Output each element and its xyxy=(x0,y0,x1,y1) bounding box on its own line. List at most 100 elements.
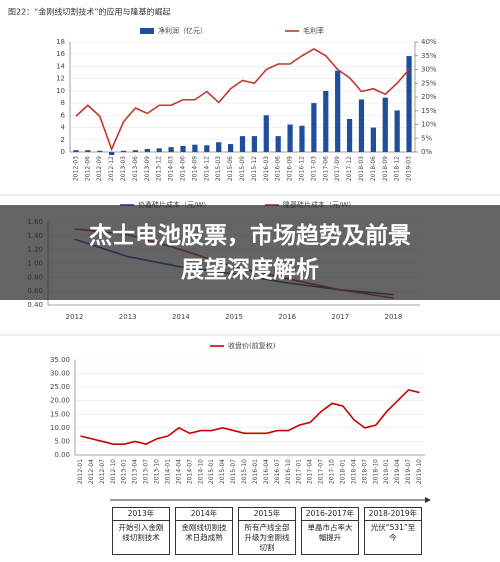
bar xyxy=(216,142,222,152)
bar xyxy=(132,150,139,152)
bar xyxy=(144,148,150,152)
x-tick-label: 2019-10 xyxy=(416,459,423,484)
x-tick-label: 2018-09 xyxy=(382,156,389,181)
timeline-year: 2015年 xyxy=(239,508,295,521)
bar xyxy=(97,150,103,152)
x-tick-label: 2019-07 xyxy=(405,459,412,484)
y2-tick-label: 0% xyxy=(421,148,432,156)
x-tick-label: 2017-01 xyxy=(296,459,303,484)
bar xyxy=(204,145,210,152)
y-tick-label: 0.40 xyxy=(27,301,43,309)
x-tick-label: 2016-01 xyxy=(252,459,259,484)
y-tick-label: 35.00 xyxy=(50,356,70,364)
x-tick-label: 2015-09 xyxy=(239,156,246,181)
line xyxy=(75,47,410,152)
x-tick-label: 2016-07 xyxy=(274,459,281,484)
bar xyxy=(311,103,317,152)
x-tick-label: 2016 xyxy=(278,313,296,321)
x-tick-label: 2019-01 xyxy=(383,459,390,484)
bar xyxy=(73,150,79,152)
bar xyxy=(358,99,365,152)
x-tick-label: 2018-10 xyxy=(372,459,379,484)
x-tick-label: 2012-09 xyxy=(96,156,103,181)
x-tick-label: 2013-12 xyxy=(156,156,163,181)
x-tick-label: 2016-12 xyxy=(298,156,305,181)
bar xyxy=(323,90,329,152)
timeline-text: 所有产线全部升级为金刚线切割 xyxy=(244,523,290,552)
y-tick-label: 0 xyxy=(61,148,65,156)
y-tick-label: 20.00 xyxy=(50,397,70,405)
x-tick-label: 2018-07 xyxy=(361,459,368,484)
bar xyxy=(406,56,412,152)
x-tick-label: 2012-12 xyxy=(108,156,115,181)
timeline-text: 金刚线切割技术日趋成熟 xyxy=(181,523,227,542)
y-tick-label: 8 xyxy=(61,99,65,107)
x-tick-label: 2015-07 xyxy=(230,459,237,484)
x-tick-label: 2017-07 xyxy=(318,459,325,484)
timeline-box: 2018-2019年光伏“531”至今 xyxy=(364,507,422,555)
x-tick-label: 2015-06 xyxy=(227,156,234,181)
timeline-year: 2018-2019年 xyxy=(365,508,421,521)
x-tick-label: 2014-10 xyxy=(197,459,204,484)
timeline-text: 开始引入金刚线切割技术 xyxy=(118,523,164,542)
x-tick-label: 2018 xyxy=(385,313,403,321)
bar xyxy=(370,127,376,152)
x-tick-label: 2016-10 xyxy=(285,459,292,484)
bar xyxy=(299,125,305,152)
legend-label: 隆基硅片成本（元/W） xyxy=(283,200,355,209)
x-tick-label: 2016-03 xyxy=(263,156,270,181)
x-tick-label: 2017 xyxy=(331,313,349,321)
bar xyxy=(227,144,234,152)
legend-label: 毛利率 xyxy=(303,26,324,35)
x-tick-label: 2014-04 xyxy=(175,459,182,484)
timeline-box: 2013年 开始引入金刚线切割技术 xyxy=(112,507,170,555)
x-tick-label: 2012-03 xyxy=(72,156,79,181)
y-tick-label: 6 xyxy=(61,111,66,119)
timeline-text: 光伏“531”至今 xyxy=(370,523,416,542)
timeline-box: 2015年所有产线全部升级为金刚线切割 xyxy=(238,507,296,555)
x-tick-label: 2013-10 xyxy=(154,459,161,484)
timeline-box: 2014年金刚线切割技术日趋成熟 xyxy=(175,507,233,555)
bar xyxy=(275,136,281,152)
y2-tick-label: 5% xyxy=(421,134,432,142)
bar xyxy=(346,119,353,152)
bar xyxy=(263,115,269,152)
x-tick-label: 2018-06 xyxy=(370,156,377,181)
x-tick-label: 2014 xyxy=(172,313,190,321)
y2-tick-label: 15% xyxy=(421,107,437,115)
x-tick-label: 2016-04 xyxy=(263,459,270,484)
x-tick-label: 2012-06 xyxy=(84,156,91,181)
bar xyxy=(168,147,174,152)
x-tick-label: 2013-04 xyxy=(132,459,139,484)
x-tick-label: 2015 xyxy=(225,313,243,321)
timeline-year: 2014年 xyxy=(176,508,232,521)
x-tick-label: 2015-04 xyxy=(219,459,226,484)
y2-tick-label: 35% xyxy=(421,52,437,60)
x-tick-label: 2016-09 xyxy=(287,156,294,181)
bar xyxy=(85,150,91,152)
bar xyxy=(180,145,186,152)
x-tick-label: 2018-01 xyxy=(339,459,346,484)
x-tick-label: 2018-03 xyxy=(358,156,365,181)
y2-tick-label: 30% xyxy=(421,66,437,74)
x-tick-label: 2015-01 xyxy=(208,459,215,484)
x-tick-label: 2019-04 xyxy=(394,459,401,484)
y-tick-label: 2 xyxy=(61,136,65,144)
x-tick-label: 2016-06 xyxy=(275,156,282,181)
x-tick-label: 2014-09 xyxy=(191,156,198,181)
x-tick-label: 2013 xyxy=(119,313,137,321)
x-tick-label: 2014-01 xyxy=(164,459,171,484)
x-tick-label: 2014-03 xyxy=(168,156,175,181)
x-tick-label: 2017-10 xyxy=(329,459,336,484)
y-tick-label: 10 xyxy=(56,87,65,95)
timeline-arrow xyxy=(425,497,431,503)
x-tick-label: 2014-06 xyxy=(180,156,187,181)
x-tick-label: 2012-10 xyxy=(110,459,117,484)
x-tick-label: 2012-01 xyxy=(77,459,84,484)
timeline-text: 单晶市占率大幅提升 xyxy=(307,523,353,542)
x-tick-label: 2014-07 xyxy=(186,459,193,484)
bar xyxy=(251,136,258,152)
bar xyxy=(192,144,198,152)
bar xyxy=(287,124,293,152)
